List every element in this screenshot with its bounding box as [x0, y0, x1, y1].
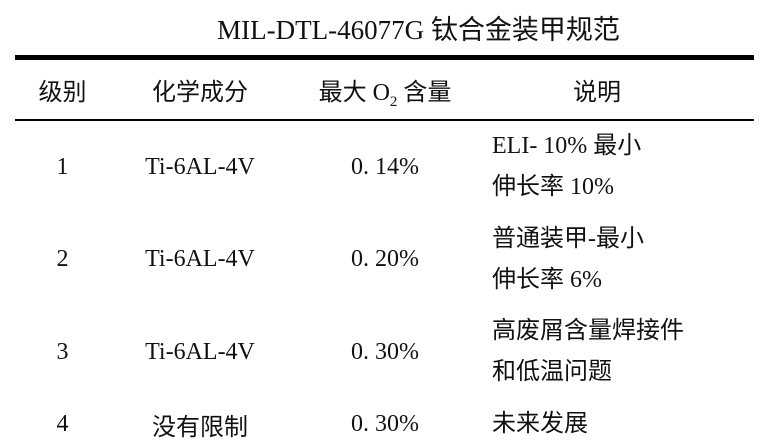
header-composition: 化学成分	[152, 80, 248, 106]
description-line: 未来发展	[492, 410, 588, 437]
description-line: 伸长率 10%	[492, 174, 614, 201]
cell-composition: Ti-6AL-4V	[145, 153, 255, 180]
cell-composition: 没有限制	[152, 414, 248, 441]
table-title: MIL-DTL-46077G 钛合金装甲规范	[217, 15, 620, 45]
header-description: 说明	[573, 80, 621, 106]
cell-description: ELI- 10% 最小 伸长率 10%	[480, 126, 754, 209]
header-max-o2-suffix: 含量	[397, 80, 452, 106]
cell-description: 普通装甲-最小 伸长率 6%	[480, 219, 754, 302]
header-max-o2-prefix: 最大 O	[318, 80, 390, 106]
description-line: ELI- 10% 最小	[492, 133, 642, 159]
description-line: 普通装甲-最小	[492, 225, 644, 252]
cell-grade: 2	[56, 246, 69, 273]
cell-composition: Ti-6AL-4V	[145, 338, 255, 365]
header-grade: 级别	[38, 80, 87, 106]
header-max-o2-subscript: 2	[389, 93, 398, 110]
cell-max-o2: 0. 30%	[351, 338, 419, 365]
spec-table: 级别 化学成分 最大 O2 含量 说明 1 Ti-6AL-4V 0. 14% E…	[15, 55, 754, 448]
cell-grade: 1	[56, 153, 69, 180]
cell-description: 高废屑含量焊接件 和低温问题	[480, 311, 754, 394]
table-row: 3 Ti-6AL-4V 0. 30% 高废屑含量焊接件 和低温问题	[15, 306, 754, 399]
table-header-row: 级别 化学成分 最大 O2 含量 说明	[15, 60, 754, 121]
description-line: 和低温问题	[492, 359, 612, 386]
header-max-o2: 最大 O2 含量	[290, 72, 480, 110]
description-line: 伸长率 6%	[492, 266, 602, 293]
table-row: 2 Ti-6AL-4V 0. 20% 普通装甲-最小 伸长率 6%	[15, 214, 754, 307]
table-row: 4 没有限制 0. 30% 未来发展	[15, 399, 754, 448]
table-row: 1 Ti-6AL-4V 0. 14% ELI- 10% 最小 伸长率 10%	[15, 121, 754, 214]
cell-description: 未来发展	[480, 404, 754, 445]
cell-max-o2: 0. 20%	[351, 246, 419, 273]
description-line: 高废屑含量焊接件	[492, 318, 684, 345]
cell-max-o2: 0. 14%	[351, 153, 419, 180]
cell-max-o2: 0. 30%	[351, 410, 419, 437]
cell-grade: 4	[56, 410, 69, 437]
cell-grade: 3	[56, 338, 69, 365]
cell-composition: Ti-6AL-4V	[145, 246, 255, 273]
